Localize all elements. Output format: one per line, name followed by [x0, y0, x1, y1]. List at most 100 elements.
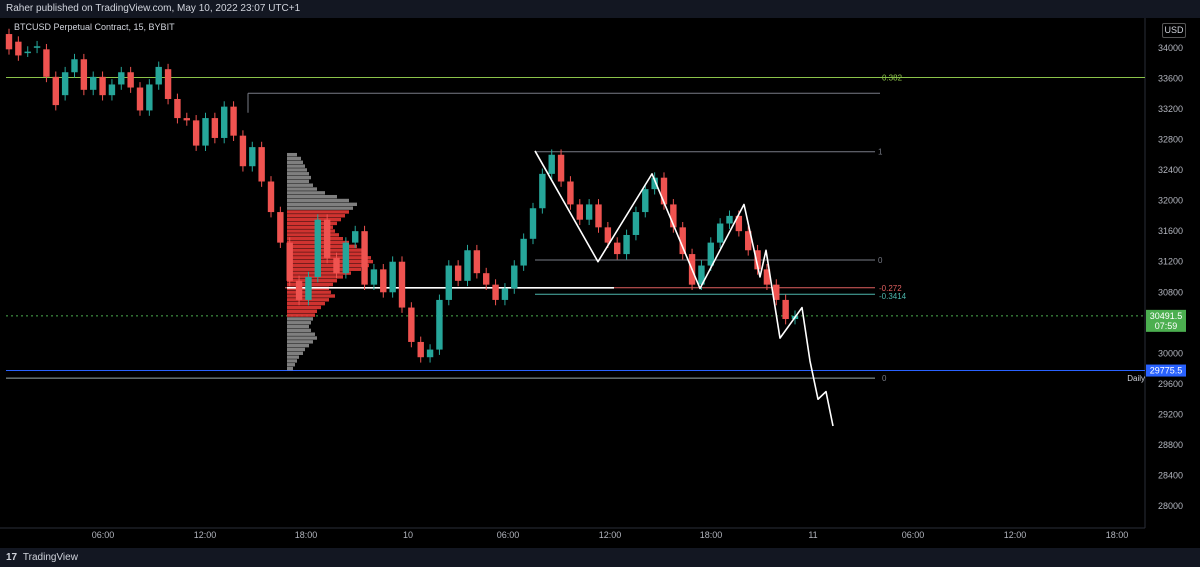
candle-body — [136, 87, 144, 111]
y-tick-label: 30000 — [1158, 348, 1183, 358]
volume-profile-bar — [287, 156, 301, 161]
candle-body — [155, 66, 162, 85]
volume-profile-bar — [287, 187, 317, 191]
volume-profile-bar — [287, 210, 349, 214]
candle-body — [221, 106, 228, 138]
currency-button[interactable]: USD — [1162, 23, 1186, 38]
candle-body — [520, 238, 527, 266]
y-tick-label: 31200 — [1158, 257, 1183, 267]
price-chart[interactable]: 34000 33600 33200 32800 32400 32000 31600 31200… — [0, 18, 1200, 548]
volume-profile-bar — [287, 305, 321, 310]
x-tick-label: 06:00 — [92, 530, 115, 540]
candle-body — [773, 284, 780, 300]
volume-profile-bar — [287, 206, 353, 210]
volume-profile-bar — [287, 267, 361, 271]
candle-body — [632, 212, 640, 235]
y-tick-label: 33600 — [1158, 73, 1183, 83]
volume-profile-bar — [287, 343, 309, 348]
x-tick-label: 18:00 — [1106, 530, 1129, 540]
candle-body — [118, 72, 125, 85]
volume-profile-bar — [287, 355, 299, 359]
candle-body — [61, 72, 69, 96]
candle-body — [305, 277, 312, 300]
candle-body — [660, 177, 668, 205]
volume-profile-bar — [287, 332, 315, 336]
x-tick-label: 06:00 — [902, 530, 925, 540]
candle-body — [15, 41, 22, 56]
candle-body — [370, 269, 378, 285]
candle-body — [211, 118, 219, 138]
daily-label: Daily — [1127, 374, 1145, 383]
candle-body — [651, 177, 658, 190]
tradingview-brand: TradingView — [22, 552, 78, 563]
volume-profile-bar — [287, 340, 313, 344]
volume-profile-bar — [287, 336, 317, 340]
candle-body — [426, 349, 434, 358]
candle-body — [267, 181, 275, 213]
volume-profile-bar — [287, 324, 309, 329]
candle-body — [417, 341, 424, 358]
candle-body — [473, 250, 481, 274]
volume-profile-bar — [287, 191, 325, 195]
candle-body — [239, 135, 247, 167]
candle-body — [389, 261, 396, 293]
fib-label: 0 — [882, 374, 887, 383]
blue-line-price-tag: 29775.5 — [1150, 366, 1183, 376]
volume-profile-bar — [287, 229, 335, 233]
candle-body — [454, 265, 462, 281]
volume-profile-bar — [287, 259, 373, 264]
countdown-label: 07:59 — [1155, 321, 1178, 331]
volume-profile-bar — [287, 194, 337, 199]
candle-body — [80, 59, 88, 90]
candle-body — [380, 269, 387, 293]
candle-body — [99, 76, 106, 96]
y-tick-label: 29200 — [1158, 410, 1183, 420]
candle-body — [164, 69, 172, 99]
y-tick-label: 30800 — [1158, 287, 1183, 297]
volume-profile-bar — [287, 160, 303, 164]
candle-body — [295, 280, 303, 300]
candle-body — [258, 147, 265, 182]
symbol-title: BTCUSD Perpetual Contract, 15, BYBIT — [14, 22, 175, 32]
candle-body — [623, 234, 630, 255]
x-tick-label: 11 — [808, 530, 817, 540]
candle-body — [585, 204, 593, 220]
volume-profile-bar — [287, 183, 313, 187]
candle-body — [183, 118, 190, 121]
candle-body — [192, 120, 200, 146]
candle-body — [670, 204, 677, 228]
candle-body — [43, 49, 50, 77]
candle-body — [90, 76, 97, 90]
candle-body — [642, 189, 649, 213]
y-tick-label: 33200 — [1158, 104, 1183, 114]
candle-body — [745, 231, 752, 251]
candle-body — [230, 106, 237, 136]
volume-profile-bar — [287, 328, 311, 333]
candle-body — [548, 154, 555, 174]
candle-body — [408, 307, 415, 342]
volume-profile-bar — [287, 347, 305, 352]
volume-profile-bar — [287, 321, 311, 325]
candle-body — [314, 219, 321, 277]
volume-profile-bar — [287, 359, 297, 363]
publisher-bar: Raher published on TradingView.com, May … — [0, 0, 1200, 18]
candle-body — [763, 269, 771, 285]
volume-profile-bar — [287, 351, 303, 355]
candle-body — [445, 265, 452, 300]
candle-body — [576, 204, 583, 220]
x-tick-label: 10 — [403, 530, 413, 540]
candle-body — [5, 34, 13, 50]
candle-body — [436, 299, 443, 350]
volume-profile-bar — [287, 175, 311, 180]
candle-body — [249, 147, 256, 167]
volume-profile-bar — [287, 225, 333, 229]
candle-body — [567, 181, 574, 205]
blue-line-price-tag-bg — [1146, 364, 1186, 377]
fib-label: 0 — [878, 256, 883, 265]
volume-profile-bar — [287, 279, 337, 283]
candle-body — [323, 219, 331, 258]
candle-body — [52, 76, 59, 106]
volume-profile-bar — [287, 313, 315, 317]
volume-profile-bar — [287, 301, 325, 306]
x-tick-label: 12:00 — [1004, 530, 1027, 540]
